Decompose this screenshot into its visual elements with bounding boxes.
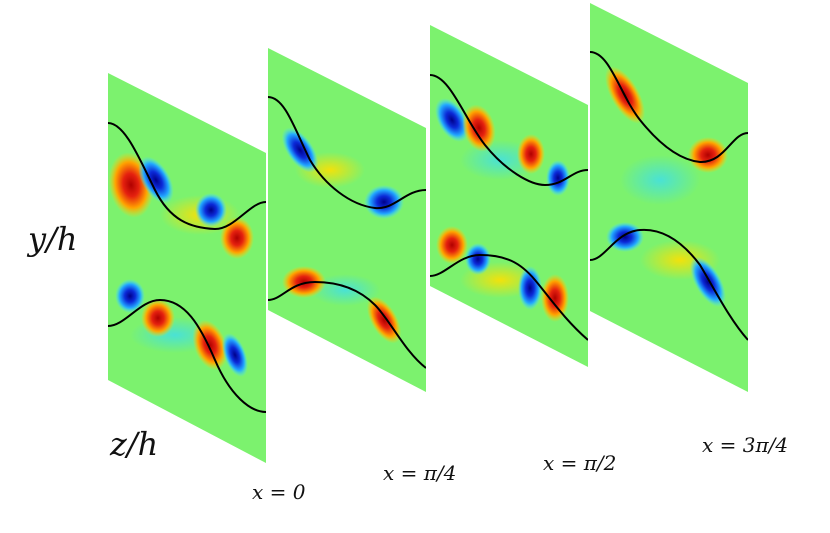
positive-vortex (141, 299, 175, 337)
positive-vortex (436, 226, 468, 264)
interface-line-upper (268, 96, 426, 210)
contour-weak (620, 155, 700, 205)
negative-vortex (465, 243, 491, 275)
negative-vortex (138, 156, 174, 204)
interface-line-upper (430, 74, 588, 187)
interface-line-lower (430, 253, 588, 341)
slice-panel-3 (430, 25, 588, 367)
negative-vortex (518, 266, 542, 310)
positive-vortex (220, 217, 254, 259)
interface-line-lower (590, 228, 748, 341)
slice-panel-4 (590, 3, 748, 392)
negative-vortex (364, 185, 404, 219)
negative-vortex (434, 98, 470, 142)
positive-vortex (517, 134, 545, 174)
negative-vortex (546, 160, 570, 196)
interface-line-upper (590, 51, 748, 164)
slice-label-3: x = π/2 (543, 451, 616, 475)
interface-line-upper (108, 122, 266, 231)
slice-label-2: x = π/4 (383, 461, 456, 485)
slice-label-4: x = 3π/4 (702, 433, 788, 457)
interface-line-lower (268, 280, 426, 369)
slice-field-1 (108, 73, 266, 463)
positive-vortex (541, 274, 569, 322)
negative-vortex (606, 222, 644, 252)
positive-vortex (282, 266, 326, 298)
positive-vortex (462, 104, 496, 152)
positive-vortex (366, 296, 402, 344)
negative-vortex (281, 127, 319, 173)
positive-vortex (688, 137, 728, 173)
negative-vortex (222, 333, 248, 377)
interface-line-lower (108, 298, 266, 413)
slice-panel-2 (268, 48, 426, 392)
negative-vortex (115, 279, 145, 313)
slice-panel-1 (108, 73, 266, 463)
slice-label-1: x = 0 (252, 480, 306, 504)
axis-label-y: y/h (26, 220, 77, 258)
negative-vortex (195, 193, 227, 227)
axis-label-z: z/h (109, 425, 158, 463)
